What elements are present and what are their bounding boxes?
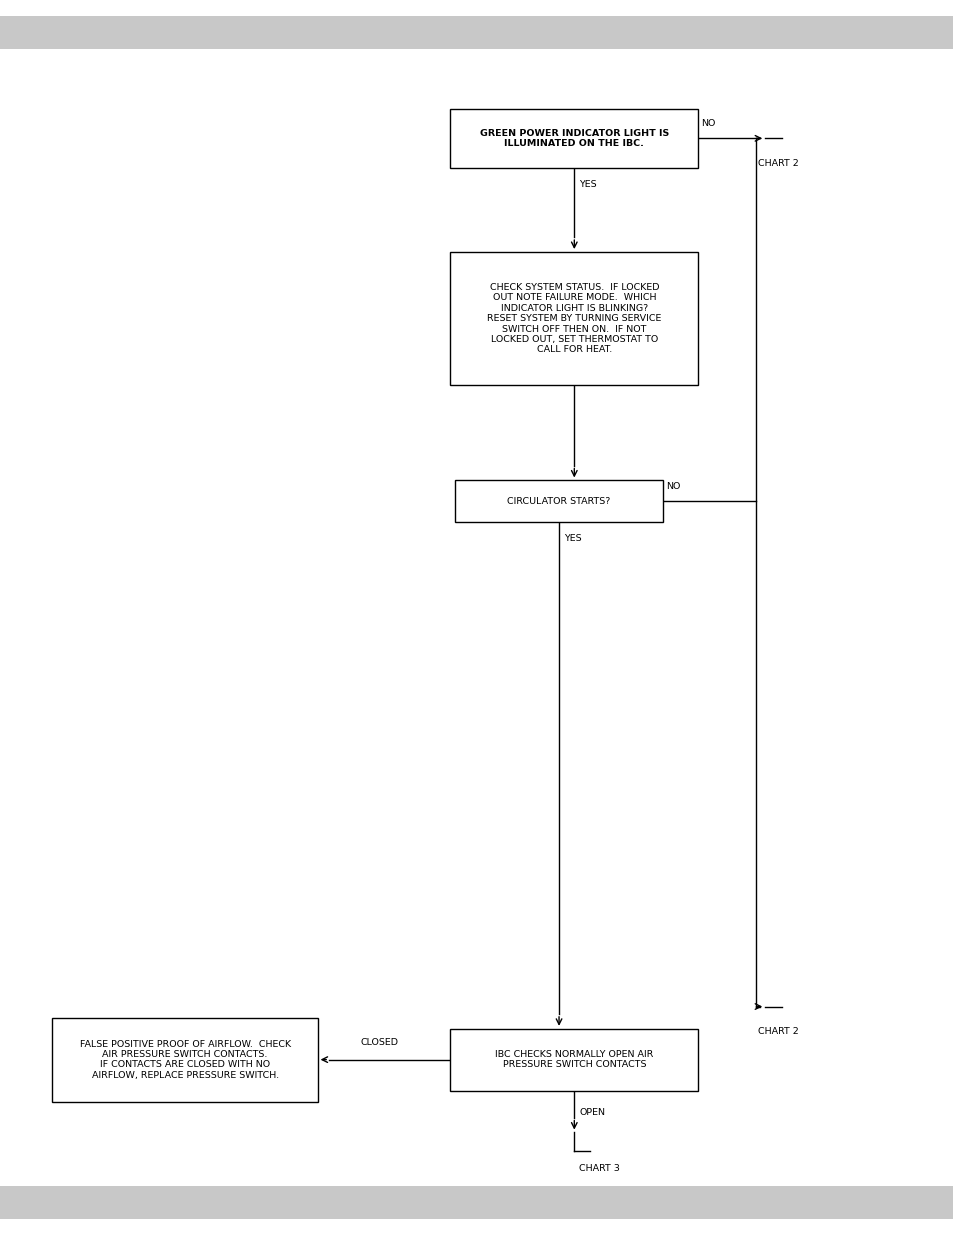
Bar [0,1186,953,1219]
Text: NO: NO [665,482,679,492]
Bar [450,109,698,168]
Text: CHART 2: CHART 2 [758,158,799,168]
Text: IBC CHECKS NORMALLY OPEN AIR
PRESSURE SWITCH CONTACTS: IBC CHECKS NORMALLY OPEN AIR PRESSURE SW… [495,1050,653,1070]
Text: FALSE POSITIVE PROOF OF AIRFLOW.  CHECK
AIR PRESSURE SWITCH CONTACTS.
IF CONTACT: FALSE POSITIVE PROOF OF AIRFLOW. CHECK A… [79,1040,291,1079]
Text: GREEN POWER INDICATOR LIGHT IS
ILLUMINATED ON THE IBC.: GREEN POWER INDICATOR LIGHT IS ILLUMINAT… [479,128,668,148]
Bar [450,1029,698,1091]
Text: CIRCULATOR STARTS?: CIRCULATOR STARTS? [507,496,610,506]
Text: OPEN: OPEN [578,1108,604,1118]
Bar [52,1018,317,1102]
Text: NO: NO [700,119,715,128]
Text: CHECK SYSTEM STATUS.  IF LOCKED
OUT NOTE FAILURE MODE.  WHICH
INDICATOR LIGHT IS: CHECK SYSTEM STATUS. IF LOCKED OUT NOTE … [487,283,660,354]
Text: YES: YES [578,179,596,189]
Bar [450,252,698,385]
Text: CLOSED: CLOSED [359,1037,397,1047]
Text: YES: YES [563,534,580,543]
Text: CHART 2: CHART 2 [758,1026,799,1036]
Bar [455,480,662,522]
Text: CHART 3: CHART 3 [578,1163,619,1173]
Bar [0,16,953,49]
